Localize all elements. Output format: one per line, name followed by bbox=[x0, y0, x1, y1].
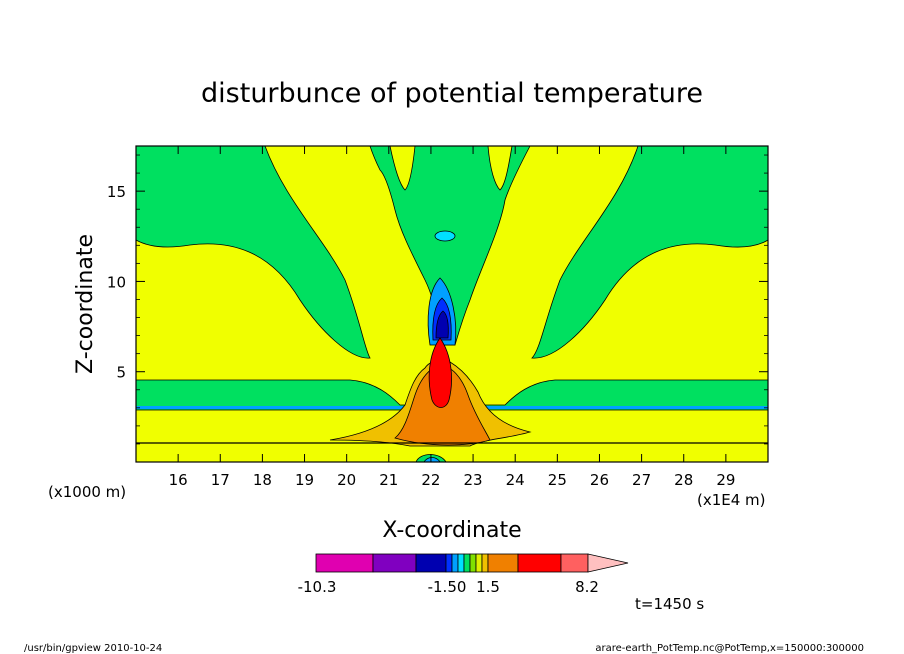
colorbar-swatch bbox=[487, 553, 519, 573]
cyan-lens bbox=[434, 230, 456, 242]
y-tick-label-15: 15 bbox=[107, 183, 126, 201]
colorbar-swatch bbox=[481, 553, 489, 573]
colorbar-swatch bbox=[457, 553, 465, 573]
colorbar-label-max: 8.2 bbox=[575, 578, 599, 596]
x-tick-label-26: 26 bbox=[590, 471, 609, 489]
time-label: t=1450 s bbox=[635, 595, 704, 613]
footer-left: /usr/bin/gpview 2010-10-24 bbox=[24, 643, 162, 654]
x-tick-label-27: 27 bbox=[632, 471, 651, 489]
yellow-notch-right bbox=[487, 145, 513, 191]
x-tick-label-22: 22 bbox=[421, 471, 440, 489]
x-axis-ticks bbox=[177, 146, 727, 462]
y-tick-label-5: 5 bbox=[116, 364, 126, 382]
colorbar-label-pos: 1.5 bbox=[476, 578, 500, 596]
x-axis-label: X-coordinate bbox=[382, 518, 521, 543]
colorbar-swatch bbox=[372, 553, 417, 573]
plot-frame bbox=[135, 145, 769, 463]
colorbar-swatch bbox=[469, 553, 477, 573]
chart-title: disturbunce of potential temperature bbox=[201, 78, 703, 109]
x-axis-tick-labels: 16 17 18 19 20 21 22 23 24 25 26 27 28 29 bbox=[169, 471, 736, 489]
colorbar-swatch bbox=[415, 553, 447, 573]
x-tick-label-21: 21 bbox=[379, 471, 398, 489]
x-tick-label-20: 20 bbox=[337, 471, 356, 489]
x-tick-label-25: 25 bbox=[548, 471, 567, 489]
yellow-notch-left bbox=[389, 145, 416, 191]
x-tick-label-19: 19 bbox=[295, 471, 314, 489]
colorbar-swatch bbox=[463, 553, 471, 573]
y-axis-tick-labels: 5 10 15 bbox=[107, 183, 126, 382]
footer-right: arare-earth_PotTemp.nc@PotTemp,x=150000:… bbox=[595, 643, 864, 654]
green-region-left bbox=[135, 145, 371, 359]
x-axis-unit: (x1E4 m) bbox=[697, 491, 766, 509]
colorbar-swatch bbox=[560, 553, 589, 573]
y-axis-label: Z-coordinate bbox=[73, 234, 98, 374]
colorbar-arrow bbox=[587, 553, 629, 573]
x-tick-label-17: 17 bbox=[211, 471, 230, 489]
colorbar-swatch bbox=[517, 553, 562, 573]
y-tick-label-10: 10 bbox=[107, 273, 126, 291]
dark-blue-plume bbox=[435, 310, 449, 339]
y-axis-ticks bbox=[136, 154, 768, 445]
x-tick-label-29: 29 bbox=[716, 471, 735, 489]
colorbar bbox=[315, 553, 629, 573]
plot-area bbox=[135, 145, 769, 463]
colorbar-label-neg: -1.50 bbox=[428, 578, 467, 596]
x-tick-label-23: 23 bbox=[464, 471, 483, 489]
colorbar-swatch bbox=[445, 553, 453, 573]
green-region-right bbox=[531, 145, 769, 359]
x-tick-label-18: 18 bbox=[253, 471, 272, 489]
colorbar-label-min: -10.3 bbox=[298, 578, 337, 596]
red-core bbox=[428, 337, 452, 408]
colorbar-swatch bbox=[315, 553, 374, 573]
x-tick-label-16: 16 bbox=[169, 471, 188, 489]
x-tick-label-24: 24 bbox=[506, 471, 525, 489]
x-tick-label-28: 28 bbox=[674, 471, 693, 489]
colorbar-swatch bbox=[475, 553, 483, 573]
y-axis-unit: (x1000 m) bbox=[48, 483, 126, 501]
colorbar-swatch bbox=[451, 553, 459, 573]
